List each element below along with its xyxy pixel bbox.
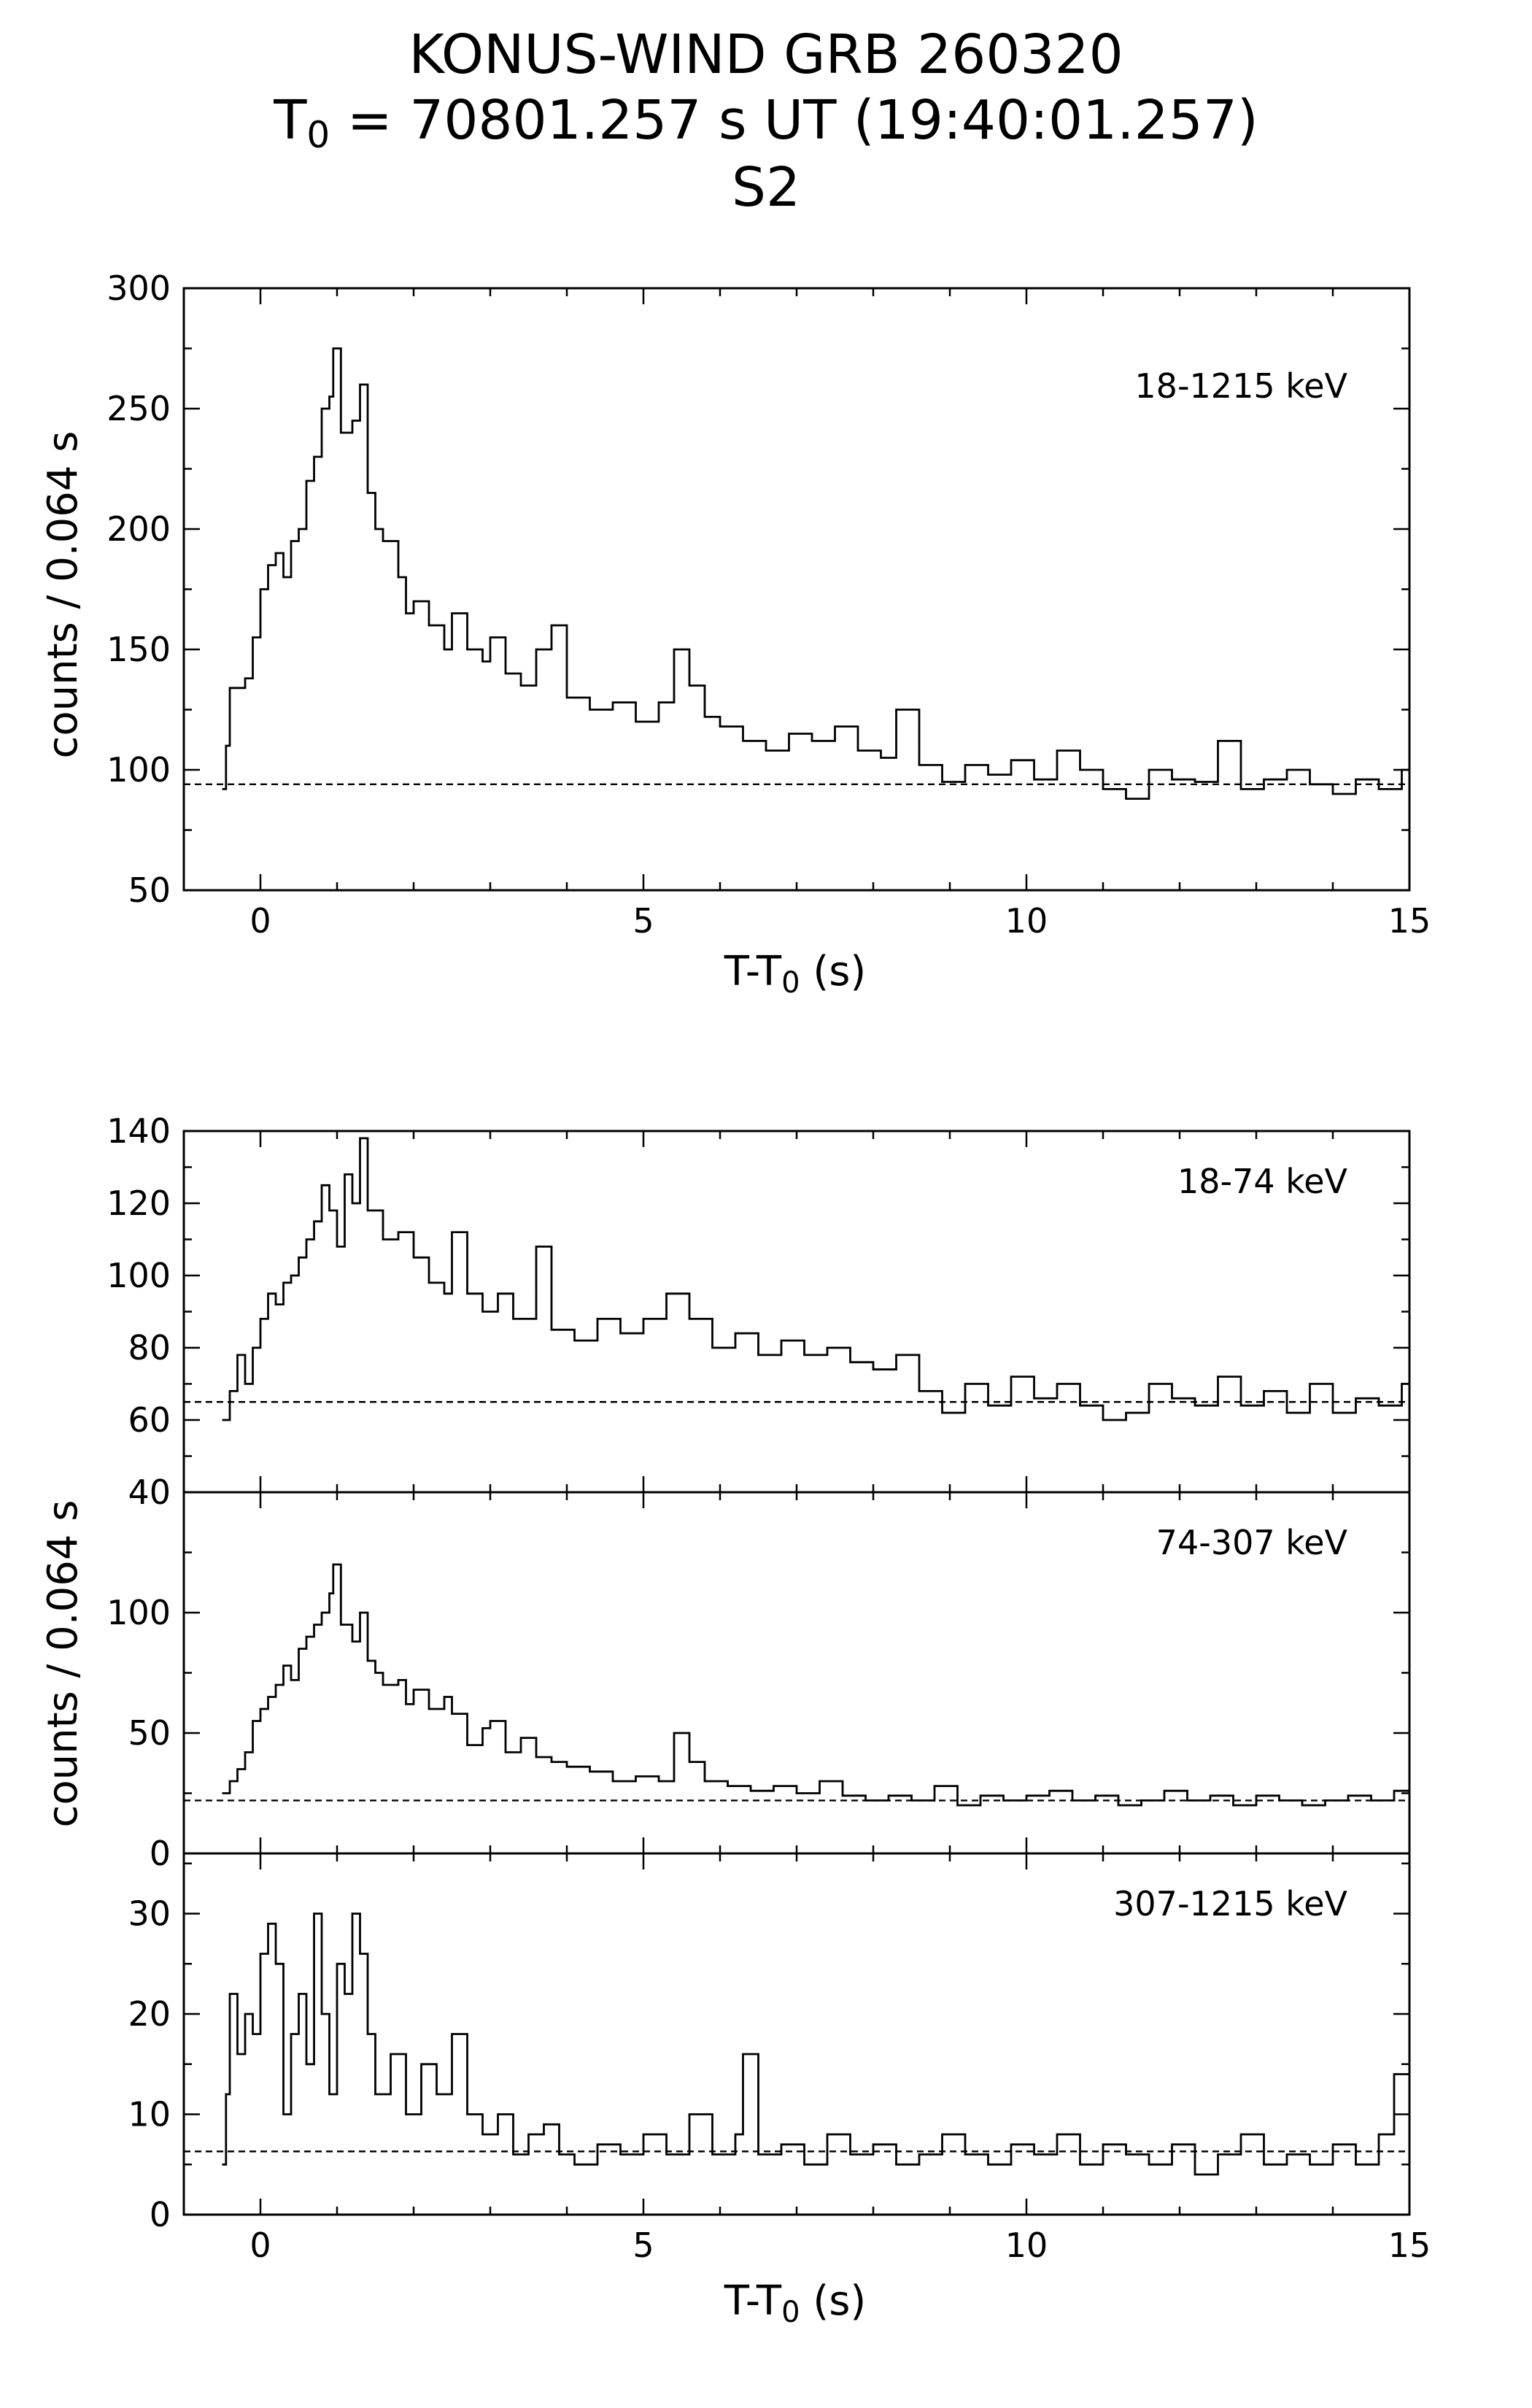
- x-tick-label: 10: [1005, 2226, 1048, 2265]
- energy-band-label: 18-1215 keV: [1134, 366, 1347, 406]
- y-tick-label: 140: [107, 1111, 171, 1151]
- energy-band-label: 74-307 keV: [1156, 1523, 1348, 1562]
- x-tick-label: 0: [249, 2226, 271, 2265]
- x-tick-label: 15: [1388, 2226, 1431, 2265]
- y-tick-label: 250: [107, 389, 171, 428]
- y-tick-label: 200: [107, 509, 171, 549]
- y-axis-label-bottom: counts / 0.064 s: [39, 1500, 87, 1828]
- y-tick-label: 60: [128, 1400, 171, 1440]
- y-tick-label: 20: [128, 1994, 171, 2034]
- y-tick-label: 50: [128, 1713, 171, 1753]
- light-curve-high: [222, 1913, 1411, 2176]
- y-tick-label: 0: [150, 1834, 171, 1873]
- figure-title-line2: T0 = 70801.257 s UT (19:40:01.257): [273, 89, 1258, 156]
- y-tick-label: 100: [107, 1593, 171, 1632]
- x-axis-label-bottom: T-T0 (s): [724, 2277, 866, 2329]
- light-curve-mid: [222, 1563, 1411, 1807]
- x-tick-label: 5: [632, 901, 654, 941]
- y-tick-label: 100: [107, 1256, 171, 1295]
- x-tick-label: 15: [1388, 901, 1431, 941]
- figure-title-line1: KONUS-WIND GRB 260320: [409, 23, 1123, 86]
- y-tick-label: 50: [128, 871, 171, 910]
- y-tick-label: 40: [128, 1473, 171, 1512]
- x-tick-label: 0: [249, 901, 271, 941]
- y-tick-label: 10: [128, 2095, 171, 2134]
- y-tick-label: 30: [128, 1894, 171, 1934]
- figure-title-line3: S2: [732, 156, 800, 219]
- panel-18-74kev: 40 60 80 100 120 140 18-74 keV: [107, 1111, 1411, 1512]
- x-tick-label: 10: [1005, 901, 1048, 941]
- y-tick-label: 150: [107, 630, 171, 669]
- panel-74-307kev: 0 50 100 74-307 keV: [107, 1491, 1411, 1873]
- x-tick-label: 5: [632, 2226, 654, 2265]
- y-tick-label: 300: [107, 269, 171, 308]
- x-axis-label-top: T-T0 (s): [724, 948, 866, 1000]
- y-tick-label: 120: [107, 1184, 171, 1223]
- y-tick-label: 100: [107, 750, 171, 790]
- y-tick-label: 80: [128, 1328, 171, 1367]
- y-tick-label: 0: [150, 2195, 171, 2234]
- panel-307-1215kev: 0 5 10 15 0 10 20 30 307-1215 keV: [128, 1852, 1431, 2265]
- y-axis-label-top: counts / 0.064 s: [39, 431, 87, 759]
- energy-band-label: 307-1215 keV: [1113, 1884, 1347, 1923]
- light-curve-total: [222, 347, 1411, 800]
- light-curve-low: [222, 1137, 1411, 1421]
- energy-band-label: 18-74 keV: [1177, 1162, 1348, 1201]
- panel-total-18-1215kev: 0 5 10 15 50 100 150 200 250 300 18-1215 keV: [107, 269, 1431, 941]
